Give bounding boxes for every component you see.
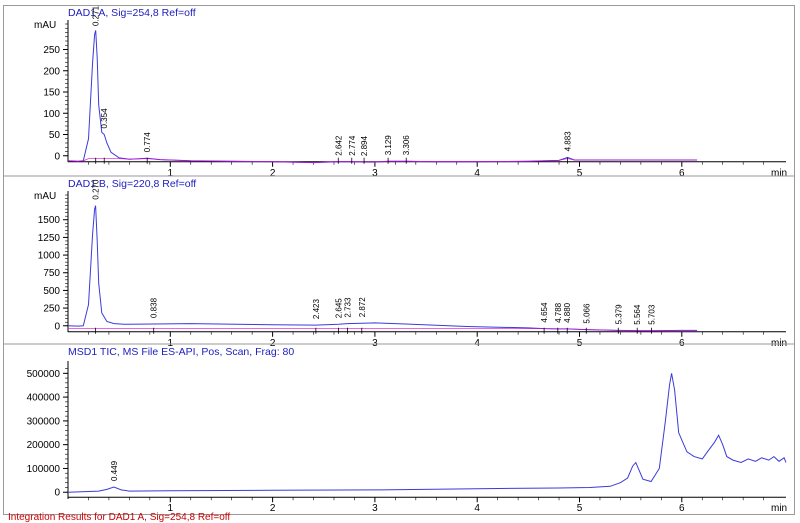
x-axis-unit-label: min (771, 168, 787, 179)
x-tick-label: 6 (679, 503, 685, 514)
peak-label: 4.788 (554, 302, 563, 323)
peak-label: 5.703 (647, 304, 656, 325)
x-tick-label: 4 (474, 503, 480, 514)
peak-label: 2.423 (312, 299, 321, 320)
y-tick-label: 400000 (27, 393, 61, 404)
y-tick-label: 300000 (27, 416, 61, 427)
peak-label: 2.872 (358, 297, 367, 318)
x-axis-unit-label: min (771, 503, 787, 514)
x-axis-unit-label: min (771, 338, 787, 349)
chart-title: DAD1 B, Sig=220,8 Ref=off (68, 178, 196, 190)
y-tick-label: 150 (43, 88, 60, 99)
y-axis-unit-label: mAU (34, 20, 56, 31)
y-tick-label: 0 (54, 151, 60, 162)
peak-label: 0.354 (100, 108, 109, 129)
peak-label: 0.774 (143, 132, 152, 153)
peak-label: 5.379 (614, 304, 623, 325)
peak-label: 2.642 (334, 135, 343, 156)
x-tick-label: 6 (679, 168, 685, 179)
x-tick-label: 1 (168, 168, 174, 179)
peak-label: 2.774 (348, 135, 357, 156)
y-tick-label: 1500 (38, 215, 61, 226)
x-tick-label: 2 (270, 338, 276, 349)
y-tick-label: 750 (43, 268, 60, 279)
peak-label: 5.066 (582, 303, 591, 324)
x-tick-label: 2 (270, 503, 276, 514)
peak-label: 5.564 (633, 304, 642, 325)
y-tick-label: 500000 (27, 369, 61, 380)
y-tick-label: 1250 (38, 233, 61, 244)
chart-title: MSD1 TIC, MS File ES-API, Pos, Scan, Fra… (68, 346, 294, 358)
peak-label: 3.306 (402, 135, 411, 156)
x-tick-label: 1 (168, 338, 174, 349)
y-tick-label: 0 (54, 488, 60, 499)
peak-label: 3.129 (384, 135, 393, 156)
chart-panel-3: MSD1 TIC, MS File ES-API, Pos, Scan, Fra… (4, 343, 794, 514)
peak-label: 4.880 (563, 302, 572, 323)
peak-label: 0.838 (150, 297, 159, 318)
x-tick-label: 3 (372, 168, 378, 179)
x-tick-label: 3 (372, 338, 378, 349)
signal-trace (67, 373, 787, 493)
signal-trace (67, 30, 698, 164)
window-border (3, 5, 795, 515)
y-tick-label: 200 (43, 66, 60, 77)
integration-baseline (68, 328, 698, 332)
signal-trace (67, 205, 698, 332)
y-tick-label: 250 (43, 304, 60, 315)
x-tick-label: 3 (372, 503, 378, 514)
peak-label: 4.883 (564, 131, 573, 152)
x-tick-label: 2 (270, 168, 276, 179)
y-tick-label: 100000 (27, 464, 61, 475)
y-tick-label: 0 (54, 321, 60, 332)
chart-panel-2: DAD1 B, Sig=220,8 Ref=offmAU150012501000… (4, 175, 794, 349)
y-tick-label: 1000 (38, 251, 61, 262)
y-tick-label: 500 (43, 286, 60, 297)
peak-label: 2.733 (344, 297, 353, 318)
y-tick-label: 200000 (27, 440, 61, 451)
peak-label: 2.894 (360, 136, 369, 157)
peak-label: 0.271 (92, 5, 101, 26)
x-tick-label: 4 (474, 168, 480, 179)
peak-label: 0.449 (110, 460, 119, 481)
chart-title: DAD1 A, Sig=254,8 Ref=off (68, 7, 196, 19)
x-tick-label: 5 (577, 168, 583, 179)
y-tick-label: 50 (49, 130, 61, 141)
x-tick-label: 5 (577, 503, 583, 514)
peak-label: 0.270 (92, 179, 101, 200)
x-tick-label: 6 (679, 338, 685, 349)
peak-label: 2.645 (335, 298, 344, 319)
peak-label: 4.654 (540, 302, 549, 323)
x-tick-label: 5 (577, 338, 583, 349)
chart-panel-1: DAD1 A, Sig=254,8 Ref=offmAU250200150100… (34, 5, 787, 178)
y-tick-label: 100 (43, 109, 60, 120)
y-axis-unit-label: mAU (34, 191, 56, 202)
x-tick-label: 1 (168, 503, 174, 514)
x-tick-label: 4 (474, 338, 480, 349)
integration-results-caption: Integration Results for DAD1 A, Sig=254,… (8, 512, 231, 523)
y-tick-label: 250 (43, 45, 60, 56)
